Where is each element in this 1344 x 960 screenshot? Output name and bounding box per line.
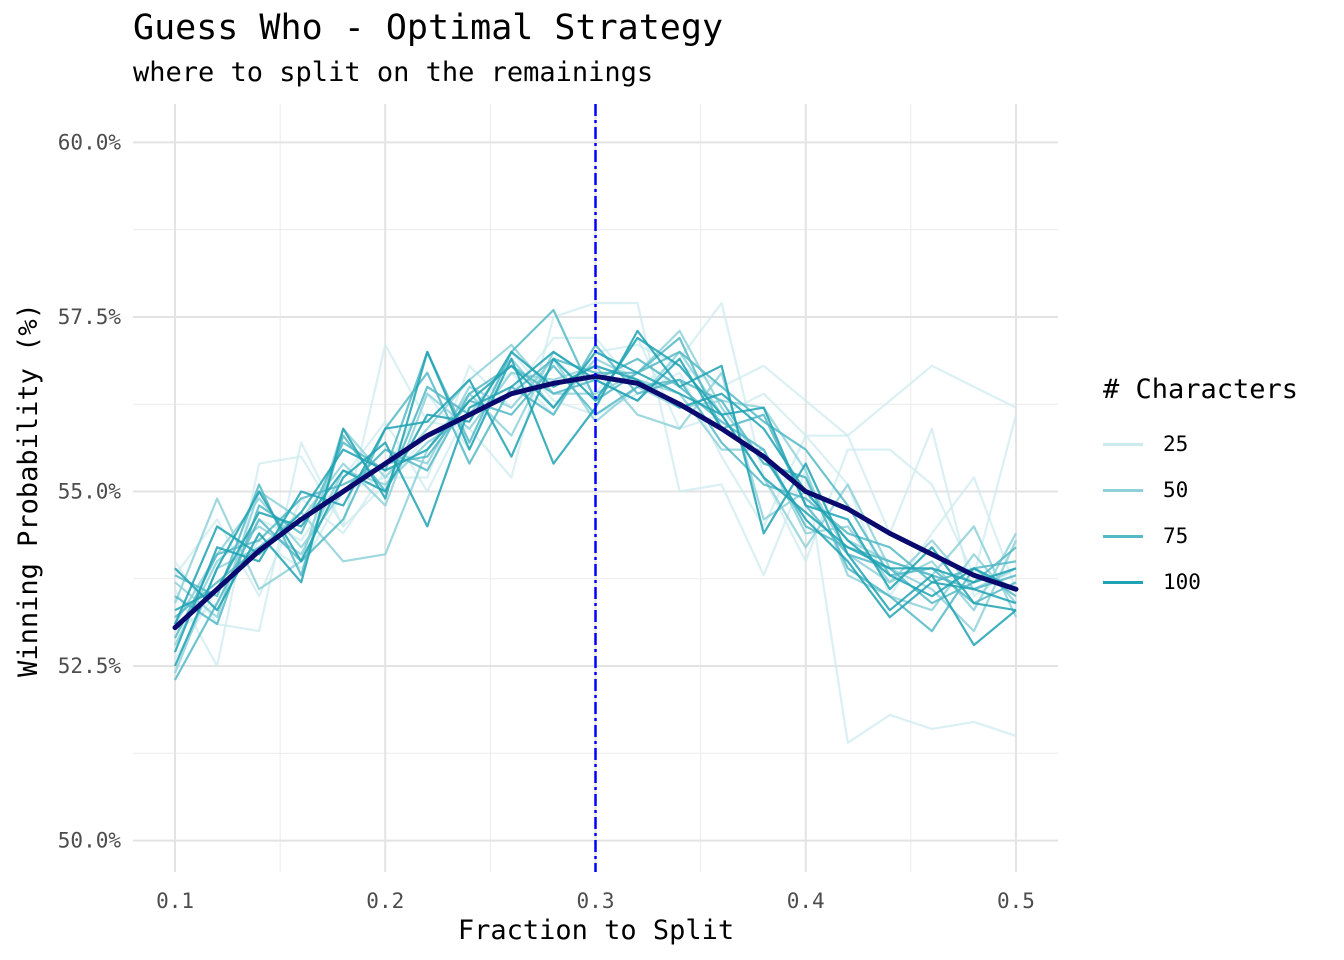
x-tick-label: 0.2	[366, 889, 404, 913]
legend-item-100: 100	[1103, 559, 1298, 605]
legend-item-25: 25	[1103, 421, 1298, 467]
x-tick-labels: 0.1 0.2 0.3 0.4 0.5	[156, 889, 1035, 913]
series-line-100-18	[173, 336, 1017, 653]
y-tick-labels: 50.0% 52.5% 55.0% 57.5% 60.0%	[58, 130, 122, 852]
x-tick-label: 0.5	[997, 889, 1035, 913]
chart-subtitle: where to split on the remainings	[133, 57, 654, 88]
legend-key-50	[1103, 488, 1143, 492]
legend-key-100	[1103, 580, 1143, 584]
x-tick-label: 0.4	[787, 889, 825, 913]
legend-item-50: 50	[1103, 467, 1298, 513]
legend-key-25	[1103, 442, 1143, 446]
y-tick-label: 60.0%	[58, 130, 122, 154]
y-tick-label: 57.5%	[58, 305, 122, 329]
series-line-100-16	[173, 350, 1017, 667]
y-axis-title: Winning Probability (%)	[13, 303, 44, 677]
legend: # Characters 25 50 75 100	[1103, 374, 1298, 605]
legend-title: # Characters	[1103, 374, 1299, 405]
smooth-trend	[172, 373, 1019, 631]
smooth-trend-line	[172, 373, 1019, 631]
legend-label-100: 100	[1163, 570, 1201, 594]
y-tick-label: 55.0%	[58, 479, 122, 503]
legend-label-50: 50	[1163, 478, 1189, 502]
y-tick-label: 52.5%	[58, 654, 122, 678]
legend-label-25: 25	[1163, 432, 1189, 456]
series-line-50-6	[173, 329, 1017, 612]
legend-label-75: 75	[1163, 524, 1189, 548]
y-tick-label: 50.0%	[58, 829, 122, 853]
series-line-25-0	[174, 301, 1017, 744]
x-tick-label: 0.1	[156, 889, 194, 913]
legend-item-75: 75	[1103, 513, 1298, 559]
x-tick-label: 0.3	[577, 889, 615, 913]
chart-title: Guess Who - Optimal Strategy	[133, 8, 724, 48]
x-axis-title: Fraction to Split	[458, 915, 734, 946]
legend-key-75	[1103, 534, 1143, 538]
